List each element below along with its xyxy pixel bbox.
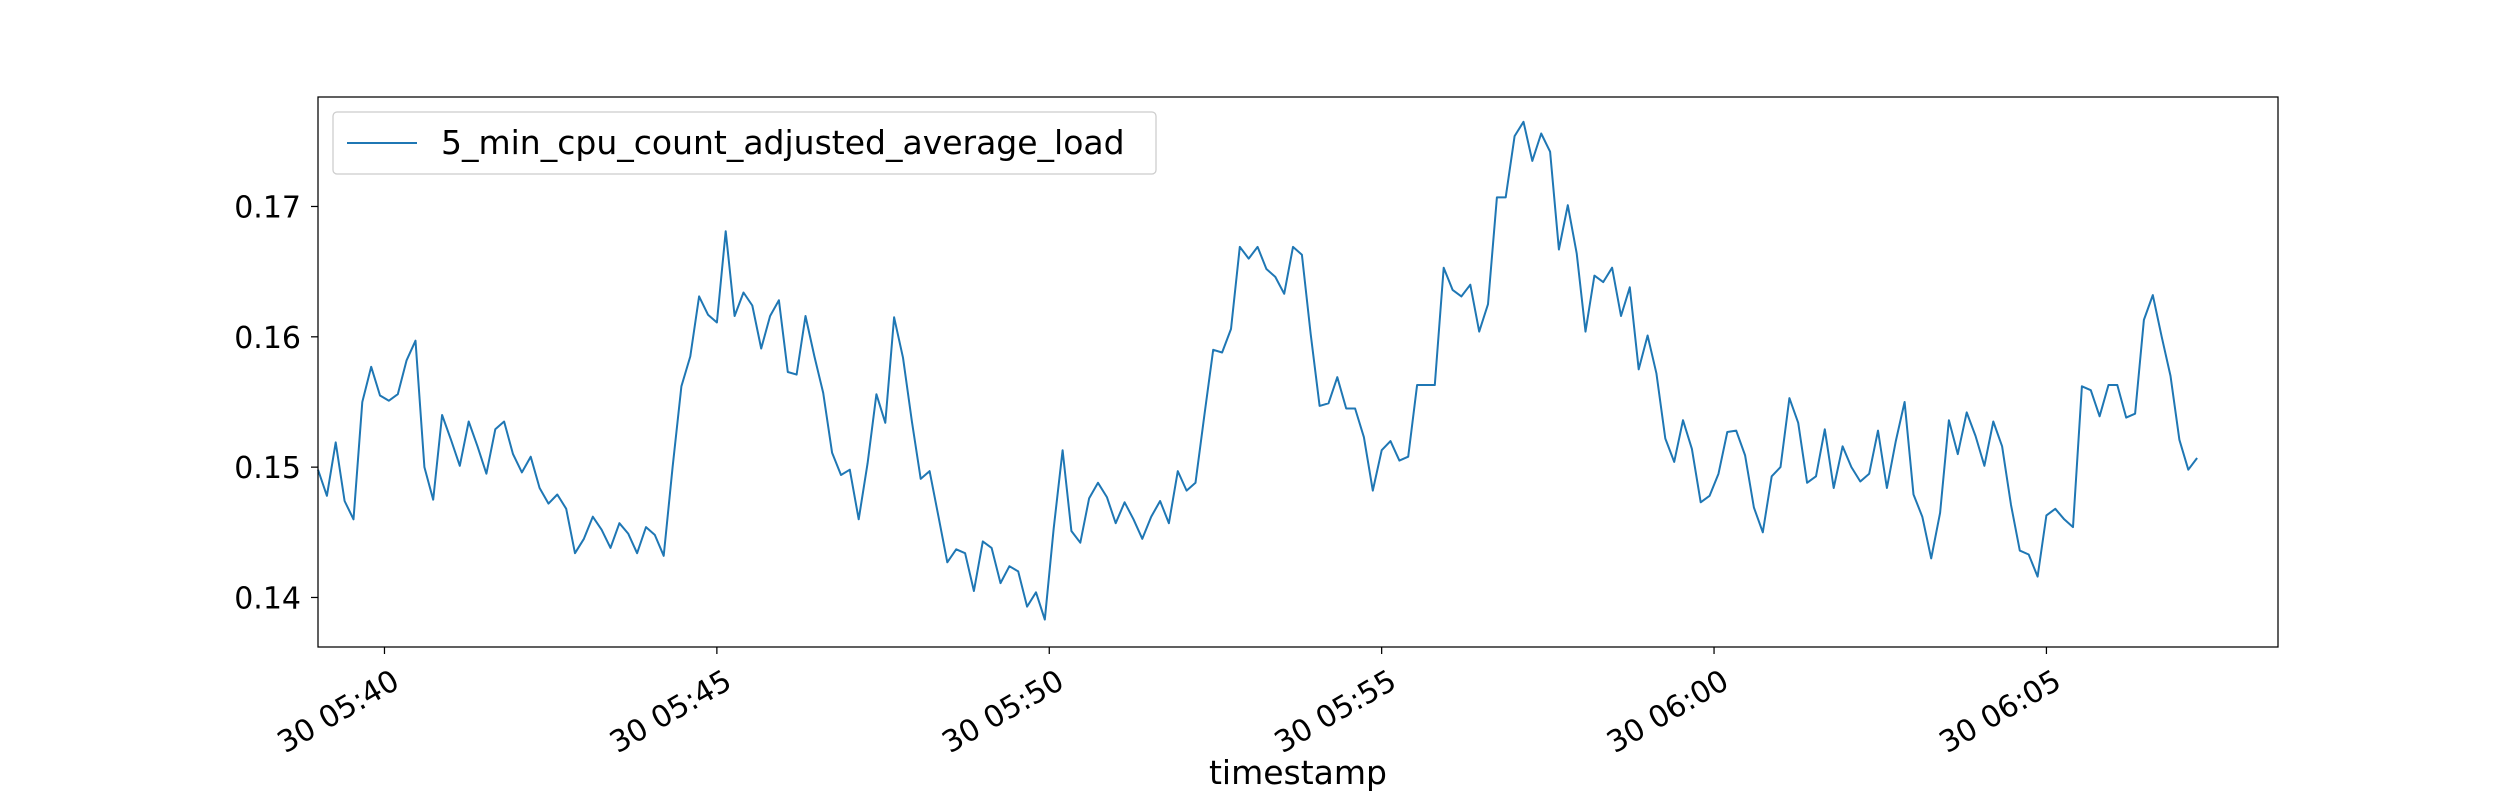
legend: 5_min_cpu_count_adjusted_average_load — [332, 111, 1157, 175]
x-tick-label: 30 05:55 — [1269, 663, 1403, 760]
y-tick-label: 0.14 — [234, 581, 301, 616]
x-tick-label: 30 06:00 — [1601, 663, 1735, 760]
x-axis-label: timestamp — [1209, 753, 1387, 792]
y-axis: 0.14 0.15 0.16 0.17 — [234, 190, 318, 616]
y-tick-label: 0.15 — [234, 451, 301, 486]
y-tick-label: 0.16 — [234, 321, 301, 356]
y-tick-label: 0.17 — [234, 190, 301, 225]
legend-label: 5_min_cpu_count_adjusted_average_load — [441, 123, 1125, 162]
series-line — [317, 120, 2198, 621]
x-tick-label: 30 05:40 — [272, 663, 406, 760]
x-tick-label: 30 05:50 — [936, 663, 1070, 760]
x-axis: 30 05:40 30 05:45 30 05:50 30 05:55 30 06:00… — [272, 647, 2068, 761]
plot-frame — [317, 96, 2279, 648]
x-tick-label: 30 06:05 — [1934, 663, 2068, 760]
x-tick-label: 30 05:45 — [604, 663, 738, 760]
legend-box — [332, 111, 1157, 175]
plot-area — [317, 120, 2198, 621]
